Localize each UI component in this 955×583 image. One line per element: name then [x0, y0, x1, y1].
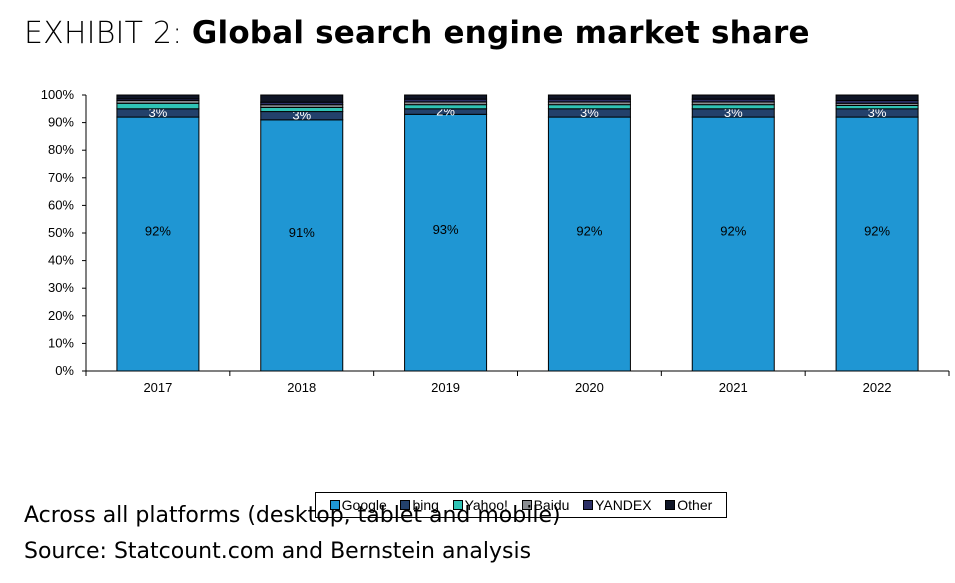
legend-swatch [329, 500, 340, 510]
bar-other-2018 [260, 94, 344, 103]
data-label-google-2022: 92% [864, 223, 890, 238]
legend-item-yandex: YANDEX [583, 497, 652, 513]
legend-item-bing: bing [400, 497, 439, 513]
legend-item-google: Google [329, 497, 387, 513]
y-tick-label: 10% [48, 335, 74, 350]
legend-label: Yahoo! [464, 497, 508, 513]
y-tick-label: 30% [48, 280, 74, 295]
legend-swatch [521, 500, 532, 510]
legend-swatch [452, 500, 463, 510]
y-tick-label: 50% [48, 225, 74, 240]
x-tick-label: 2018 [287, 380, 316, 395]
bar-google-2020 [547, 116, 631, 372]
bar-other-2019 [404, 94, 488, 100]
y-tick-label: 90% [48, 115, 74, 130]
bar-other-2022 [835, 94, 919, 102]
y-tick-label: 100% [41, 87, 75, 102]
y-tick-label: 40% [48, 253, 74, 268]
source-note: Source: Statcount.com and Bernstein anal… [24, 539, 532, 564]
data-label-google-2020: 92% [576, 223, 602, 238]
stacked-bar-chart: 0%10%20%30%40%50%60%70%80%90%100%92%3%20… [41, 87, 950, 395]
bar-yahoo-2020 [547, 104, 631, 110]
y-tick-label: 70% [48, 170, 74, 185]
chart-panel: 0% 10% 20% 30% 40% 50% 60% 70% 80% 90% 100% 92% 3% 20… [24, 82, 955, 518]
x-tick-label: 2020 [575, 380, 604, 395]
legend-label: Google [341, 497, 387, 513]
bar-yahoo-2019 [404, 104, 488, 110]
exhibit-label: EXHIBIT 2: [24, 16, 183, 51]
chart-legend: Google bing Yahoo! Baidu YANDEX Other [315, 492, 727, 518]
legend-item-baidu: Baidu [521, 497, 570, 513]
legend-label: Baidu [533, 497, 570, 513]
legend-swatch [400, 500, 411, 510]
exhibit-title: EXHIBIT 2: Global search engine market s… [24, 10, 810, 56]
legend-swatch [665, 500, 676, 510]
bar-other-2021 [691, 94, 775, 100]
bar-google-2018 [260, 119, 344, 372]
bar-yahoo-2018 [260, 106, 344, 113]
legend-item-yahoo: Yahoo! [452, 497, 508, 513]
bar-other-2020 [547, 94, 631, 100]
legend-label: Other [677, 497, 713, 513]
y-tick-label: 0% [55, 363, 74, 378]
y-tick-label: 20% [48, 308, 74, 323]
data-label-google-2019: 93% [433, 222, 459, 237]
legend-item-other: Other [665, 497, 712, 513]
data-label-google-2021: 92% [720, 223, 746, 238]
chart-title: Global search engine market share [191, 15, 810, 51]
x-tick-label: 2021 [719, 380, 748, 395]
bar-other-2017 [116, 94, 200, 100]
y-tick-label: 80% [48, 142, 74, 157]
legend-label: YANDEX [595, 497, 652, 513]
data-label-google-2018: 91% [289, 225, 315, 240]
bar-google-2019 [404, 113, 488, 372]
legend-swatch [583, 500, 594, 510]
bar-google-2017 [116, 116, 200, 372]
bar-yahoo-2021 [691, 104, 775, 110]
x-tick-label: 2019 [431, 380, 460, 395]
platforms-note: Across all platforms (desktop, tablet an… [24, 503, 561, 528]
legend-label: bing [412, 497, 439, 513]
bar-yahoo-2017 [116, 102, 200, 110]
y-tick-label: 60% [48, 197, 74, 212]
bar-google-2021 [691, 116, 775, 372]
x-tick-label: 2022 [863, 380, 892, 395]
data-label-google-2017: 92% [145, 223, 171, 238]
x-tick-label: 2017 [143, 380, 172, 395]
bar-google-2022 [835, 116, 919, 372]
